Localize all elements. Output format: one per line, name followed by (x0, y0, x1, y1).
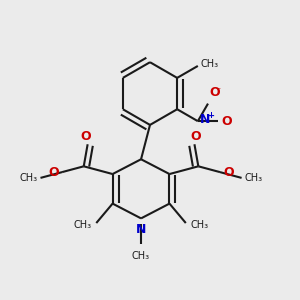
Text: CH₃: CH₃ (201, 59, 219, 69)
Text: O: O (222, 115, 232, 128)
Text: O: O (48, 166, 58, 178)
Text: +: + (207, 111, 214, 120)
Text: CH₃: CH₃ (132, 251, 150, 261)
Text: CH₃: CH₃ (20, 173, 38, 183)
Text: O: O (224, 166, 234, 178)
Text: N: N (200, 113, 211, 126)
Text: O: O (81, 130, 92, 143)
Text: O: O (190, 130, 201, 143)
Text: CH₃: CH₃ (190, 220, 208, 230)
Text: N: N (136, 223, 146, 236)
Text: ⁻: ⁻ (215, 86, 220, 96)
Text: CH₃: CH₃ (74, 220, 92, 230)
Text: CH₃: CH₃ (244, 173, 263, 183)
Text: O: O (209, 86, 220, 99)
